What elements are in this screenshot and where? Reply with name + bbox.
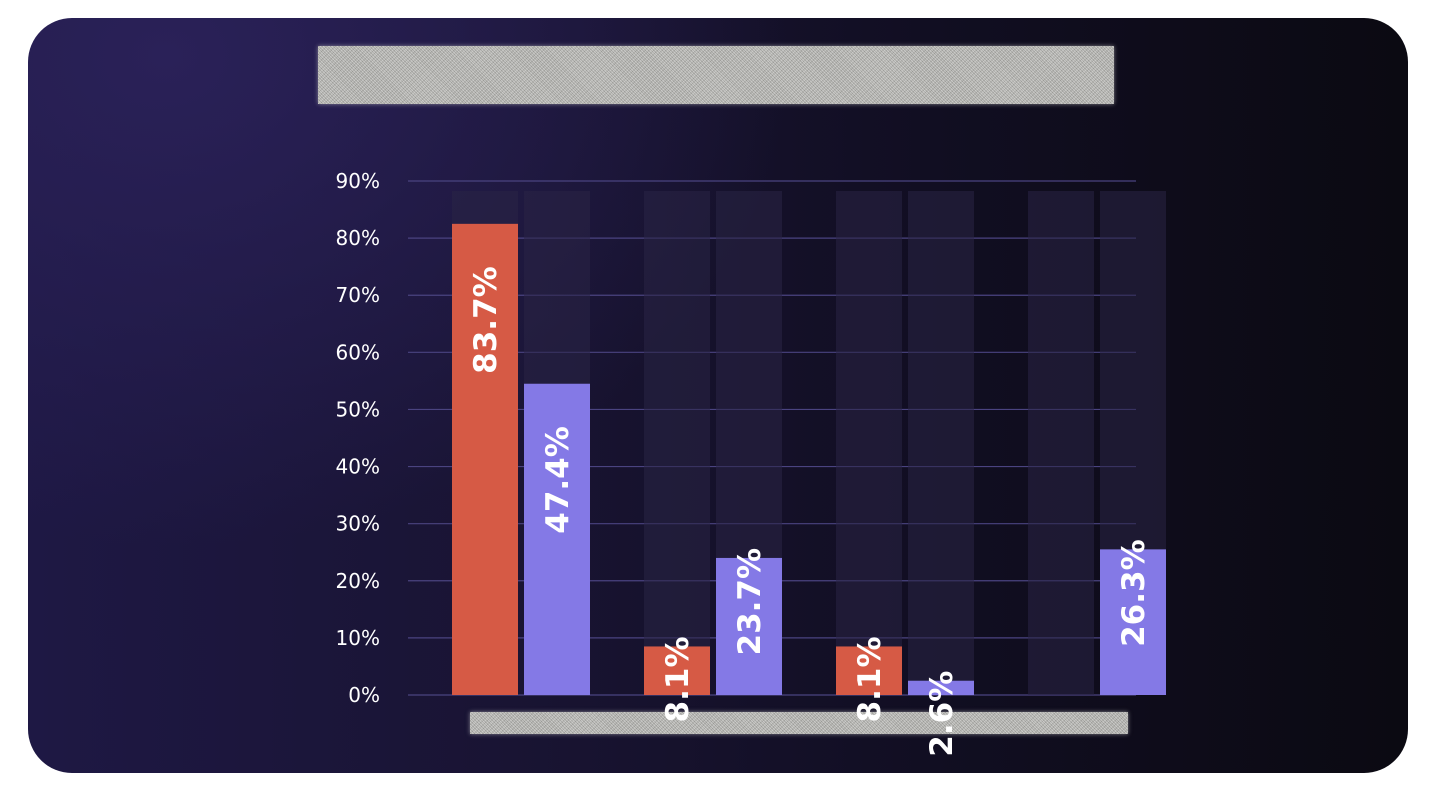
y-tick-label-90: 90%: [336, 169, 380, 193]
bar-label-1-1: 23.7%: [732, 548, 768, 656]
bars: [452, 223, 1166, 696]
bar-track-2-0: [836, 191, 902, 695]
bar-label-3-1: 26.3%: [1116, 539, 1152, 647]
y-tick-label-40: 40%: [336, 455, 380, 479]
bar-track-2-1: [908, 191, 974, 695]
y-tick-label-10: 10%: [336, 626, 380, 650]
bar-label-0-1: 47.4%: [540, 426, 576, 534]
bar-3-1: [1100, 549, 1166, 695]
bar-track-3-0: [1028, 191, 1094, 695]
y-tick-label-70: 70%: [336, 283, 380, 307]
y-tick-label-60: 60%: [336, 340, 380, 364]
y-tick-label-0: 0%: [348, 683, 380, 707]
redacted-x-axis-label: [470, 712, 1128, 734]
y-tick-label-80: 80%: [336, 226, 380, 250]
bar-2-1: [908, 680, 974, 695]
bar-label-2-1: 2.6%: [924, 671, 960, 757]
bar-label-2-0: 8.1%: [852, 636, 888, 722]
bar-1-0: [644, 646, 710, 695]
y-tick-label-20: 20%: [336, 569, 380, 593]
y-axis-ticks: 0% 10% 20% 30% 40% 50% 60% 70% 80% 90%: [336, 169, 380, 707]
bar-label-1-0: 8.1%: [660, 636, 696, 722]
bar-1-1: [716, 557, 782, 695]
bar-track-1-0: [644, 191, 710, 695]
bar-2-0: [836, 646, 902, 695]
bar-labels: 83.7% 47.4% 8.1% 23.7% 8.1% 2.6% 26.3%: [468, 266, 1152, 756]
y-tick-label-30: 30%: [336, 512, 380, 536]
y-tick-label-50: 50%: [336, 397, 380, 421]
redacted-title: [318, 46, 1114, 104]
bar-0-0: [452, 223, 518, 696]
bar-0-1: [524, 383, 590, 695]
bar-label-0-0: 83.7%: [468, 266, 504, 374]
